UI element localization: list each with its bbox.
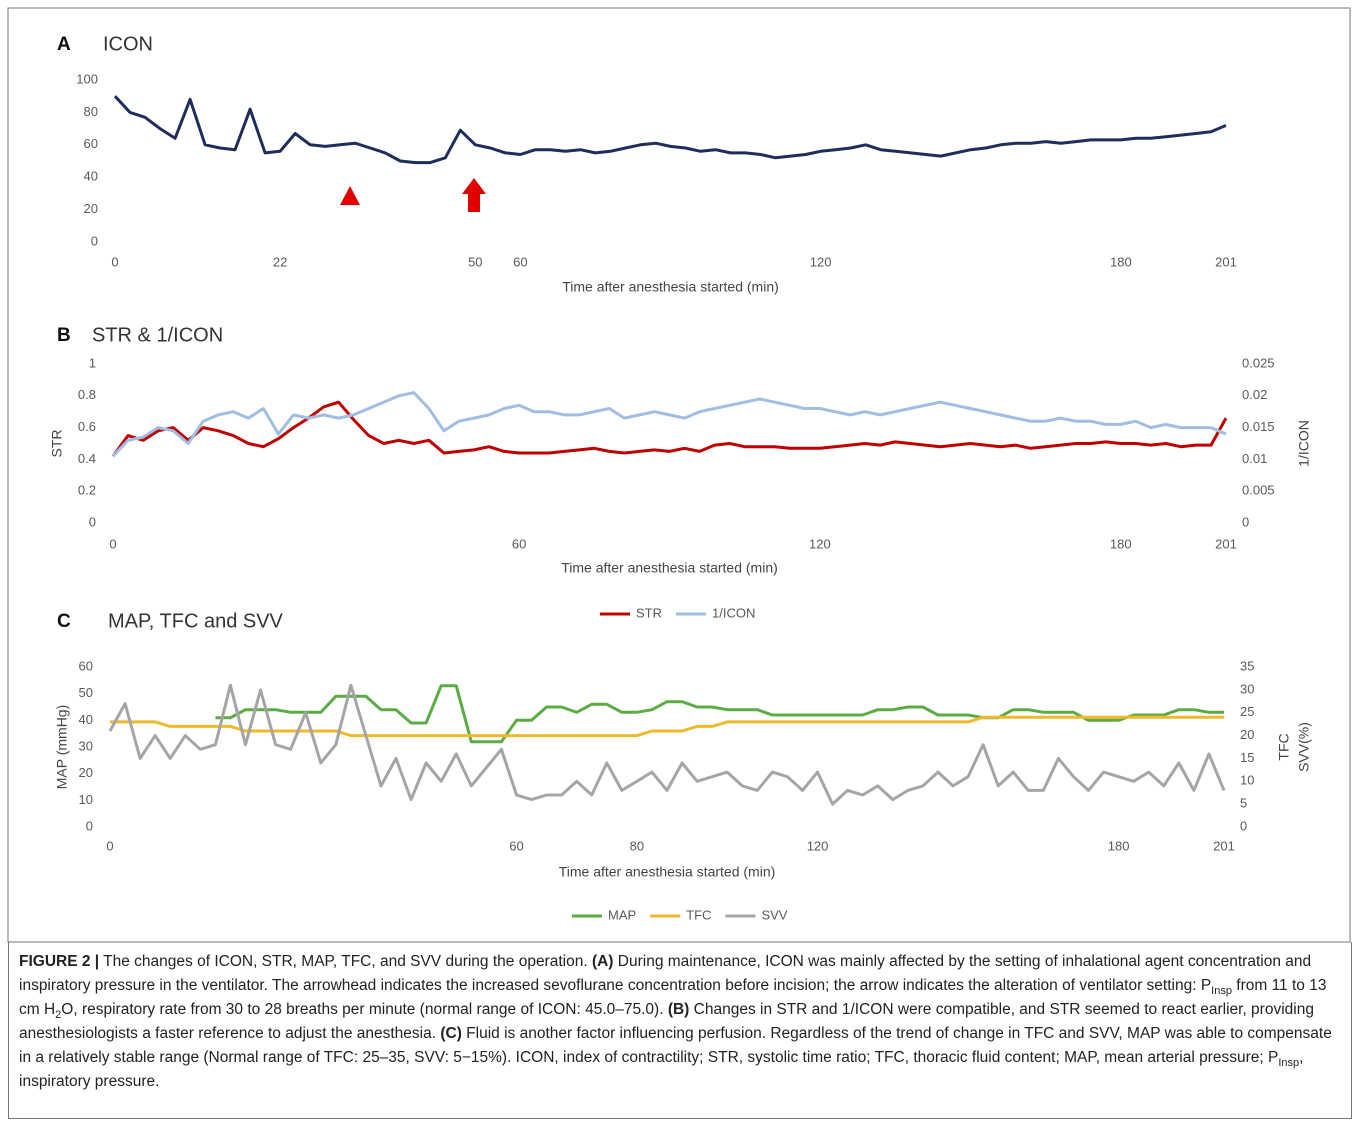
caption-text: O, respiratory rate from 30 to 28 breath… [61, 1001, 668, 1018]
caption-text: Insp [1211, 985, 1232, 998]
caption-text: Changes in STR and 1/ICON were compatibl… [19, 1001, 1314, 1042]
x-tick-label: 0 [109, 536, 116, 551]
y-tick-label: 0 [89, 514, 96, 529]
y2-tick-label: 0.025 [1242, 355, 1275, 370]
y-tick-label: 0.8 [78, 387, 96, 402]
x-axis-title: Time after anesthesia started (min) [562, 279, 779, 295]
y-tick-label: 0.4 [78, 451, 96, 466]
panel-label: C [57, 611, 71, 632]
caption-text: The changes of ICON, STR, MAP, TFC, and … [99, 953, 592, 970]
y2-tick-label: 0.01 [1242, 451, 1267, 466]
chart-title: MAP, TFC and SVV [108, 610, 284, 632]
x-tick-label: 0 [106, 838, 113, 853]
caption-text: (B) [667, 1001, 690, 1018]
y2-tick-label: 10 [1240, 773, 1254, 788]
y-tick-label: 50 [79, 685, 93, 700]
caption-text: Fluid is another factor influencing perf… [19, 1025, 1332, 1066]
arrowhead-annotation [340, 186, 360, 205]
y2-tick-label: 0.015 [1242, 419, 1275, 434]
caption-text: 2 [55, 1009, 62, 1022]
x-axis-title: Time after anesthesia started (min) [561, 560, 778, 576]
x-tick-label: 60 [513, 254, 527, 269]
x-tick-label: 0 [111, 254, 118, 269]
x-tick-label: 120 [809, 536, 831, 551]
y-tick-label: 20 [79, 765, 93, 780]
line-series [110, 715, 1224, 738]
x-tick-label: 201 [1215, 536, 1237, 551]
panel-label: B [57, 325, 71, 346]
x-tick-label: 180 [1110, 254, 1132, 269]
y2-tick-label: 20 [1240, 727, 1254, 742]
x-tick-label: 180 [1110, 536, 1132, 551]
y-tick-label: 10 [79, 792, 93, 807]
legend-label: 1/ICON [712, 605, 755, 620]
y-axis-title: MAP (mmHg) [54, 705, 70, 790]
y-axis-title: STR [49, 430, 65, 458]
caption-text: FIGURE 2 | [19, 953, 100, 970]
y-tick-label: 30 [79, 738, 93, 753]
line-series [111, 400, 1228, 458]
x-tick-label: 60 [509, 838, 523, 853]
y-tick-label: 60 [84, 136, 98, 151]
y-tick-label: 40 [79, 712, 93, 727]
line [113, 95, 1227, 165]
panel-label: A [57, 34, 71, 55]
y2-tick-label: 0.005 [1242, 483, 1275, 498]
y2-tick-label: 0 [1240, 818, 1247, 833]
x-tick-label: 201 [1215, 254, 1237, 269]
x-tick-label: 50 [468, 254, 482, 269]
y-tick-label: 20 [84, 201, 98, 216]
chart-title: ICON [103, 33, 153, 55]
y-tick-label: 0 [86, 818, 93, 833]
x-tick-label: 120 [810, 254, 832, 269]
legend-label: MAP [608, 907, 636, 922]
caption-text: , inspiratory pressure. [19, 1049, 1304, 1090]
line-series [108, 683, 1226, 806]
x-tick-label: 80 [630, 838, 644, 853]
y-tick-label: 0 [91, 233, 98, 248]
y2-tick-label: 30 [1240, 681, 1254, 696]
y-tick-label: 100 [76, 71, 98, 86]
x-tick-label: 180 [1108, 838, 1130, 853]
caption-text: (C) [440, 1025, 462, 1042]
x-tick-label: 22 [273, 254, 287, 269]
y2-tick-label: 0 [1242, 514, 1249, 529]
y-tick-label: 80 [84, 104, 98, 119]
y-tick-label: 1 [89, 355, 96, 370]
legend-label: STR [636, 605, 662, 620]
y2-axis-title: TFC [1276, 733, 1292, 760]
x-axis-title: Time after anesthesia started (min) [559, 864, 776, 880]
y-tick-label: 60 [79, 658, 93, 673]
y2-tick-label: 35 [1240, 658, 1254, 673]
caption: FIGURE 2 | The changes of ICON, STR, MAP… [8, 942, 1352, 1119]
y-tick-label: 0.6 [78, 419, 96, 434]
caption-text: Insp [1278, 1057, 1300, 1070]
line-series [215, 684, 1224, 744]
arrow-annotation [462, 178, 486, 212]
y2-tick-label: 15 [1240, 750, 1254, 765]
caption-text: (A) [591, 953, 614, 970]
caption-text: During maintenance, ICON was mainly affe… [19, 953, 1312, 994]
y2-axis-title: 1/ICON [1296, 420, 1312, 467]
x-tick-label: 201 [1213, 838, 1235, 853]
x-tick-label: 120 [807, 838, 829, 853]
figure-frame [7, 7, 1351, 943]
caption-text: from 11 to 13 cm H [19, 977, 1327, 1018]
y2-tick-label: 25 [1240, 704, 1254, 719]
y2-tick-label: 0.02 [1242, 387, 1267, 402]
line-series [111, 391, 1227, 458]
x-tick-label: 60 [512, 536, 526, 551]
legend-label: SVV [761, 907, 787, 922]
y2-tick-label: 5 [1240, 796, 1247, 811]
y-tick-label: 40 [84, 169, 98, 184]
legend-label: TFC [686, 907, 711, 922]
chart-title: STR & 1/ICON [92, 324, 223, 346]
y-tick-label: 0.2 [78, 483, 96, 498]
y2-axis-title: SVV(%) [1296, 722, 1312, 772]
